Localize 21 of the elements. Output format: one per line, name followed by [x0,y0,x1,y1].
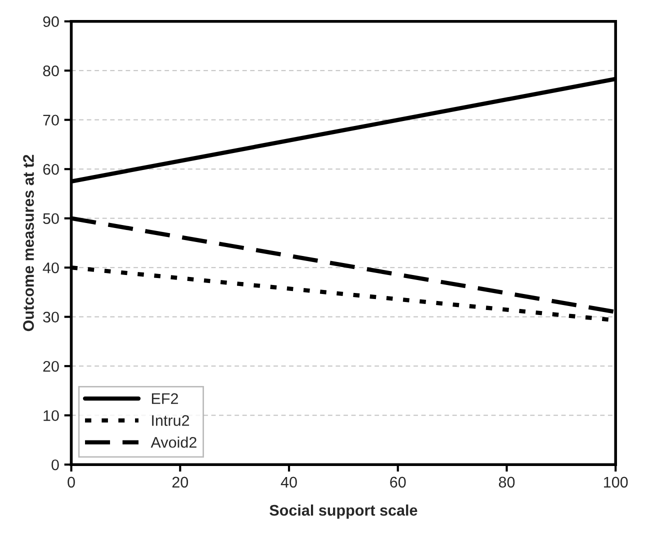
x-tick-label: 80 [498,476,515,488]
x-tick-label: 20 [172,476,188,488]
x-tick-label: 0 [68,476,75,488]
x-axis-title: Social support scale [270,504,418,519]
legend-label: EF2 [152,393,178,404]
legend-label: Avoid2 [150,436,196,448]
y-tick-label: 10 [44,410,59,422]
y-tick-label: 40 [42,262,59,274]
y-tick-label: 50 [43,213,59,224]
y-axis-title: Outcome measures at t2 [23,154,34,332]
y-tick-label: 60 [43,164,59,175]
x-tick-label: 40 [280,476,297,488]
y-tick-label: 80 [43,65,59,76]
y-tick-label: 20 [43,360,59,372]
x-tick-label: 100 [604,476,628,488]
y-tick-label: 0 [52,459,59,470]
y-tick-label: 70 [43,114,59,126]
legend-label: Intru2 [152,415,190,426]
y-tick-label: 30 [43,312,59,323]
y-tick-label: 90 [43,16,59,28]
x-tick-label: 60 [390,476,406,488]
